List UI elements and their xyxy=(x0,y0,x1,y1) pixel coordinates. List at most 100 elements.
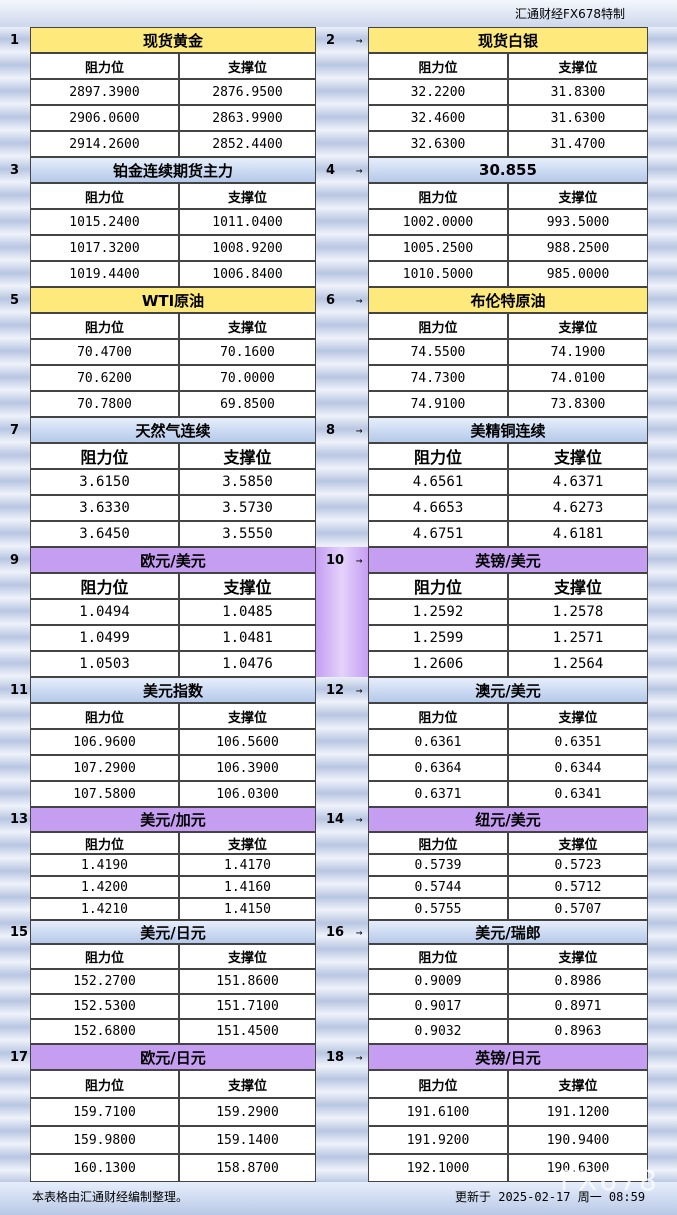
column-header: 阻力位 xyxy=(368,944,508,969)
price-cell: 1006.8400 xyxy=(179,261,316,287)
price-cell: 32.6300 xyxy=(368,131,508,157)
price-cell: 2906.0600 xyxy=(30,105,179,131)
panel-title: 铂金连续期货主力 xyxy=(30,157,316,183)
price-cell: 1.2599 xyxy=(368,625,508,651)
price-cell: 31.4700 xyxy=(508,131,648,157)
price-cell: 70.4700 xyxy=(30,339,179,365)
arrow: → xyxy=(352,157,366,183)
panel-number: 13 xyxy=(10,812,29,827)
price-cell: 3.6150 xyxy=(30,469,179,495)
price-cell: 191.1200 xyxy=(508,1098,648,1126)
column-header: 支撑位 xyxy=(508,183,648,209)
updated: 更新于 2025-02-17 周一 08:59 xyxy=(455,1189,646,1204)
column-header: 支撑位 xyxy=(179,832,316,854)
panel-title: 美元/日元 xyxy=(30,920,316,944)
panel-title: 美元指数 xyxy=(30,677,316,703)
price-cell: 0.6351 xyxy=(508,729,648,755)
column-header: 支撑位 xyxy=(508,944,648,969)
column-header: 阻力位 xyxy=(30,703,179,729)
column-header: 阻力位 xyxy=(368,313,508,339)
price-cell: 2897.3900 xyxy=(30,79,179,105)
price-cell: 1008.9200 xyxy=(179,235,316,261)
column-header: 阻力位 xyxy=(30,1070,179,1098)
price-cell: 1.2564 xyxy=(508,651,648,677)
price-cell: 3.6330 xyxy=(30,495,179,521)
column-header: 支撑位 xyxy=(179,944,316,969)
price-cell: 70.0000 xyxy=(179,365,316,391)
column-header: 阻力位 xyxy=(30,313,179,339)
panel-title: 布伦特原油 xyxy=(368,287,648,313)
price-cell: 1005.2500 xyxy=(368,235,508,261)
column-header: 支撑位 xyxy=(179,573,316,599)
price-cell: 0.5744 xyxy=(368,876,508,898)
price-cell: 1.0481 xyxy=(179,625,316,651)
price-cell: 160.1300 xyxy=(30,1154,179,1182)
column-header: 阻力位 xyxy=(368,443,508,469)
price-cell: 31.6300 xyxy=(508,105,648,131)
price-cell: 2914.2600 xyxy=(30,131,179,157)
price-cell: 159.1400 xyxy=(179,1126,316,1154)
panel-number: 17 xyxy=(10,1049,29,1065)
arrow: → xyxy=(352,920,366,944)
panel-title: 纽元/美元 xyxy=(368,807,648,832)
arrow-icon: → xyxy=(355,813,363,826)
footer-bar xyxy=(0,1182,677,1215)
panel-number: 14 xyxy=(326,812,345,827)
price-cell: 1.2606 xyxy=(368,651,508,677)
price-cell: 32.4600 xyxy=(368,105,508,131)
arrow-icon: → xyxy=(355,423,363,437)
price-cell: 1.0476 xyxy=(179,651,316,677)
price-cell: 1.2592 xyxy=(368,599,508,625)
column-header: 支撑位 xyxy=(508,443,648,469)
panel-number: 18 xyxy=(326,1049,345,1065)
price-cell: 159.9800 xyxy=(30,1126,179,1154)
price-cell: 151.4500 xyxy=(179,1019,316,1044)
price-cell: 0.6344 xyxy=(508,755,648,781)
panel-number: 11 xyxy=(10,682,29,698)
panel-title: 现货黄金 xyxy=(30,27,316,53)
price-cell: 151.7100 xyxy=(179,994,316,1019)
panel-title: 英镑/日元 xyxy=(368,1044,648,1070)
panel-number: 15 xyxy=(10,924,29,940)
arrow: → xyxy=(352,27,366,53)
price-cell: 988.2500 xyxy=(508,235,648,261)
price-cell: 70.7800 xyxy=(30,391,179,417)
price-cell: 32.2200 xyxy=(368,79,508,105)
price-cell: 74.7300 xyxy=(368,365,508,391)
column-header: 阻力位 xyxy=(30,832,179,854)
panel-title: 美元/瑞郎 xyxy=(368,920,648,944)
panel-number: 2 xyxy=(326,32,336,48)
price-cell: 106.0300 xyxy=(179,781,316,807)
panel-number: 12 xyxy=(326,682,345,698)
arrow: → xyxy=(352,287,366,313)
price-cell: 0.8986 xyxy=(508,969,648,994)
column-header: 支撑位 xyxy=(508,573,648,599)
price-cell: 4.6181 xyxy=(508,521,648,547)
price-cell: 190.6300 xyxy=(508,1154,648,1182)
column-header: 阻力位 xyxy=(368,53,508,79)
price-cell: 0.5712 xyxy=(508,876,648,898)
arrow: → xyxy=(352,417,366,443)
column-header: 阻力位 xyxy=(368,832,508,854)
arrow-icon: → xyxy=(355,683,363,697)
column-header: 支撑位 xyxy=(179,443,316,469)
price-cell: 1.4200 xyxy=(30,876,179,898)
column-header: 阻力位 xyxy=(368,1070,508,1098)
price-cell: 152.2700 xyxy=(30,969,179,994)
price-cell: 4.6371 xyxy=(508,469,648,495)
price-cell: 2876.9500 xyxy=(179,79,316,105)
price-cell: 1019.4400 xyxy=(30,261,179,287)
arrow: → xyxy=(352,807,366,832)
panel-number: 3 xyxy=(10,162,20,178)
arrow-icon: → xyxy=(355,293,363,307)
watermark: FX678 xyxy=(560,1163,659,1197)
column-header: 支撑位 xyxy=(508,53,648,79)
panel-title: 天然气连续 xyxy=(30,417,316,443)
price-cell: 31.8300 xyxy=(508,79,648,105)
price-cell: 152.6800 xyxy=(30,1019,179,1044)
panel-number: 1 xyxy=(10,32,20,48)
panel-title: 美元/加元 xyxy=(30,807,316,832)
price-cell: 0.6364 xyxy=(368,755,508,781)
price-cell: 2852.4400 xyxy=(179,131,316,157)
